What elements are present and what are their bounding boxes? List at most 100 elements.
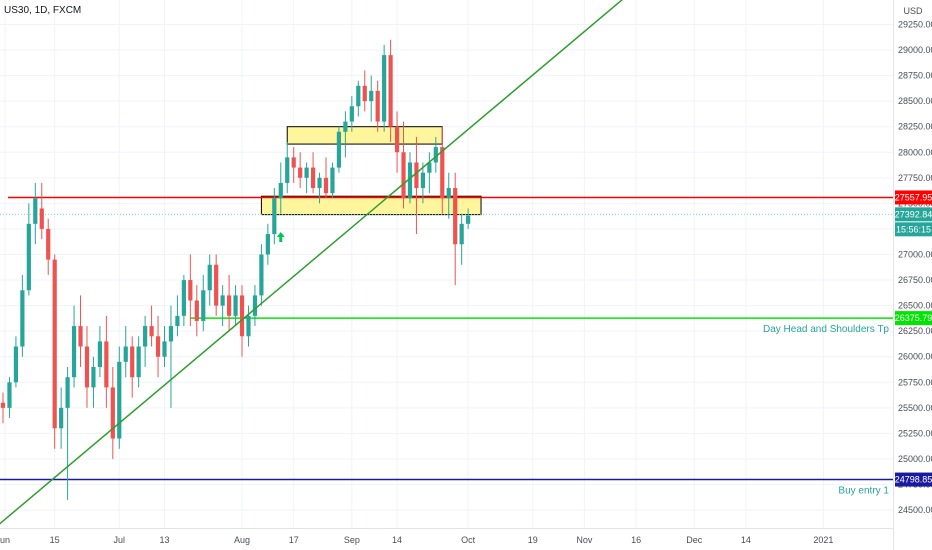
price-axis[interactable]: 24500.0024750.0025000.0025250.0025500.00…	[898, 19, 932, 515]
candle-body	[466, 215, 471, 224]
candle-body	[168, 326, 174, 342]
time-axis[interactable]: un 15 Jul 13 Aug 17 Sep 14 Oct 19 Nov 16 Dec 14 2021	[0, 528, 893, 546]
candle-body	[375, 90, 380, 122]
countdown-tag-text: 15:56:15	[896, 224, 931, 234]
y-tick-label: 25000.00	[898, 454, 932, 464]
candle-body	[220, 295, 225, 306]
y-tick-label: 26250.00	[898, 326, 932, 336]
price-tag-buy	[895, 472, 932, 487]
candle-body	[304, 167, 309, 178]
x-tick-label: Jul	[114, 535, 126, 545]
candle-body	[91, 366, 96, 388]
trendline[interactable]	[0, 0, 624, 526]
price-tag-resistance-text: 27557.95	[895, 192, 932, 202]
candle-body	[0, 402, 6, 408]
y-tick-label: 25250.00	[898, 428, 932, 438]
candle-body	[84, 346, 90, 388]
candle-body	[97, 341, 102, 367]
candle-body	[446, 188, 451, 199]
level-label-buy: Buy entry 1	[838, 486, 889, 497]
candle-body	[427, 162, 432, 173]
x-tick-label: 19	[528, 535, 538, 545]
candle-body	[336, 131, 342, 168]
countdown-tag	[895, 222, 932, 237]
currency-label: USD	[903, 6, 923, 16]
candle-body	[78, 326, 83, 347]
candle-body	[7, 382, 12, 408]
candle-body	[175, 315, 180, 327]
candle-body	[227, 295, 232, 316]
y-tick-label: 28000.00	[898, 147, 932, 157]
rectangle-zones[interactable]	[260, 126, 482, 216]
y-tick-label: 27000.00	[898, 249, 932, 259]
price-tag-buy-text: 24798.85	[895, 475, 932, 485]
candle-body	[382, 55, 387, 122]
candle-body	[414, 162, 419, 189]
price-tag-last	[895, 207, 932, 222]
x-tick-label: Oct	[461, 535, 476, 545]
candle-body	[143, 326, 148, 347]
candle-body	[13, 346, 19, 383]
candle-body	[246, 315, 251, 337]
x-tick-label: Dec	[686, 535, 703, 545]
candle-body	[323, 177, 329, 194]
candle-body	[394, 126, 400, 153]
candle-body	[149, 326, 154, 337]
candle-body	[349, 106, 354, 122]
x-tick-label: Nov	[576, 535, 593, 545]
x-tick-label: 2021	[813, 535, 833, 545]
price-tags: 27557.95 27392.84 26375.79 24798.85 15:56:15	[895, 190, 932, 487]
candle-body	[343, 121, 348, 132]
x-tick-label: Sep	[344, 535, 360, 545]
candle-body	[440, 147, 445, 199]
y-tick-label: 28500.00	[898, 96, 932, 106]
candle-body	[104, 341, 109, 388]
grid	[0, 0, 893, 528]
candle-body	[407, 162, 413, 199]
y-tick-label: 25750.00	[898, 377, 932, 387]
candle-body	[369, 90, 374, 102]
candle-body	[233, 295, 238, 316]
x-tick-label: 14	[392, 535, 402, 545]
candle-body	[181, 280, 186, 316]
zone-rectangle[interactable]	[260, 195, 482, 216]
candle-body	[39, 208, 44, 229]
candle-body	[272, 198, 277, 235]
y-tick-label: 29250.00	[898, 19, 932, 29]
candle-body	[71, 326, 77, 378]
candle-body	[330, 167, 335, 194]
candle-body	[207, 264, 212, 291]
trendline-group[interactable]	[0, 0, 624, 526]
level-label-target: Day Head and Shoulders Tp	[763, 324, 889, 335]
candle-body	[65, 377, 70, 408]
x-tick-label: 13	[159, 535, 169, 545]
candle-body	[162, 341, 167, 357]
price-tag-resistance	[895, 190, 932, 205]
zone-rectangle[interactable]	[286, 126, 443, 145]
candle-body	[291, 157, 296, 168]
candle-body	[194, 300, 199, 321]
horizontal-levels[interactable]: Day Head and Shoulders Tp Buy entry 1	[0, 196, 893, 497]
x-tick-label: 17	[289, 535, 299, 545]
candle-body	[298, 167, 303, 178]
price-tag-last-text: 27392.84	[895, 209, 932, 219]
candle-body	[46, 228, 51, 260]
y-tick-label: 25500.00	[898, 403, 932, 413]
y-tick-label: 28250.00	[898, 122, 932, 132]
candle-body	[155, 336, 161, 357]
y-tick-label: 26500.00	[898, 301, 932, 311]
candle-body	[259, 254, 264, 296]
x-tick-label: 15	[50, 535, 60, 545]
candle-body	[123, 346, 128, 362]
candle-body	[201, 290, 206, 321]
candles	[0, 39, 471, 500]
candle-body	[420, 172, 425, 189]
candle-body	[356, 85, 361, 107]
candle-body	[401, 152, 406, 199]
y-tick-label: 28750.00	[898, 71, 932, 81]
candle-body	[117, 361, 122, 439]
candle-body	[265, 234, 270, 255]
price-tag-target	[895, 311, 932, 326]
candle-body	[317, 177, 322, 189]
